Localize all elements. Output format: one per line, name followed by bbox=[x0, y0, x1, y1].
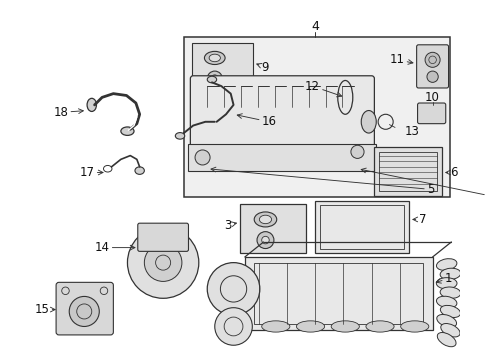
FancyBboxPatch shape bbox=[190, 76, 374, 152]
Ellipse shape bbox=[439, 268, 460, 280]
Circle shape bbox=[350, 145, 363, 158]
Ellipse shape bbox=[435, 278, 456, 289]
Circle shape bbox=[257, 231, 273, 248]
Text: 8: 8 bbox=[361, 168, 488, 202]
Bar bbox=[378, 152, 436, 191]
Text: 9: 9 bbox=[256, 61, 269, 74]
Bar bbox=[240, 204, 305, 253]
Ellipse shape bbox=[261, 321, 289, 332]
Ellipse shape bbox=[209, 54, 220, 62]
Ellipse shape bbox=[440, 324, 459, 337]
Ellipse shape bbox=[296, 321, 324, 332]
Ellipse shape bbox=[259, 215, 271, 224]
Text: 18: 18 bbox=[53, 106, 83, 119]
Circle shape bbox=[195, 150, 210, 165]
Ellipse shape bbox=[175, 132, 184, 139]
Ellipse shape bbox=[365, 321, 393, 332]
Ellipse shape bbox=[400, 321, 428, 332]
Text: 7: 7 bbox=[412, 213, 425, 226]
Text: 4: 4 bbox=[311, 21, 319, 33]
Ellipse shape bbox=[436, 315, 456, 327]
FancyBboxPatch shape bbox=[417, 103, 445, 124]
Circle shape bbox=[261, 236, 269, 244]
Bar bbox=[244, 257, 432, 330]
Bar bbox=[315, 201, 408, 253]
Text: 11: 11 bbox=[388, 53, 412, 66]
Ellipse shape bbox=[436, 296, 456, 308]
Ellipse shape bbox=[439, 287, 460, 298]
Circle shape bbox=[69, 296, 99, 327]
Circle shape bbox=[214, 308, 252, 345]
Circle shape bbox=[207, 71, 222, 86]
Text: 6: 6 bbox=[445, 166, 457, 179]
Text: 2: 2 bbox=[0, 359, 1, 360]
Text: 5: 5 bbox=[211, 167, 433, 196]
Ellipse shape bbox=[254, 212, 276, 227]
Ellipse shape bbox=[361, 111, 375, 133]
Circle shape bbox=[207, 263, 259, 315]
Text: 16: 16 bbox=[237, 114, 276, 128]
FancyBboxPatch shape bbox=[416, 45, 447, 88]
Bar bbox=[319, 205, 404, 248]
Text: 12: 12 bbox=[305, 80, 341, 97]
Circle shape bbox=[424, 52, 439, 67]
Ellipse shape bbox=[436, 333, 455, 347]
Circle shape bbox=[144, 244, 182, 282]
Ellipse shape bbox=[330, 321, 359, 332]
Text: 15: 15 bbox=[35, 303, 55, 316]
Ellipse shape bbox=[135, 167, 144, 174]
Text: 3: 3 bbox=[224, 219, 236, 231]
Text: 17: 17 bbox=[80, 166, 103, 179]
Bar bbox=[374, 147, 441, 196]
Bar bbox=[183, 37, 449, 197]
Circle shape bbox=[426, 71, 437, 82]
Circle shape bbox=[211, 75, 218, 82]
Ellipse shape bbox=[207, 76, 216, 83]
FancyBboxPatch shape bbox=[138, 223, 188, 251]
Circle shape bbox=[127, 227, 199, 298]
Text: 1: 1 bbox=[435, 272, 451, 285]
Ellipse shape bbox=[204, 51, 224, 64]
Ellipse shape bbox=[436, 259, 456, 270]
FancyBboxPatch shape bbox=[56, 282, 113, 335]
Text: 10: 10 bbox=[424, 91, 439, 104]
Ellipse shape bbox=[440, 305, 460, 318]
Ellipse shape bbox=[121, 127, 134, 135]
Ellipse shape bbox=[87, 98, 96, 112]
Bar bbox=[188, 144, 375, 171]
Text: 13: 13 bbox=[404, 125, 418, 138]
Text: 14: 14 bbox=[94, 241, 135, 254]
Bar bbox=[254, 263, 422, 324]
Bar bbox=[192, 43, 253, 92]
